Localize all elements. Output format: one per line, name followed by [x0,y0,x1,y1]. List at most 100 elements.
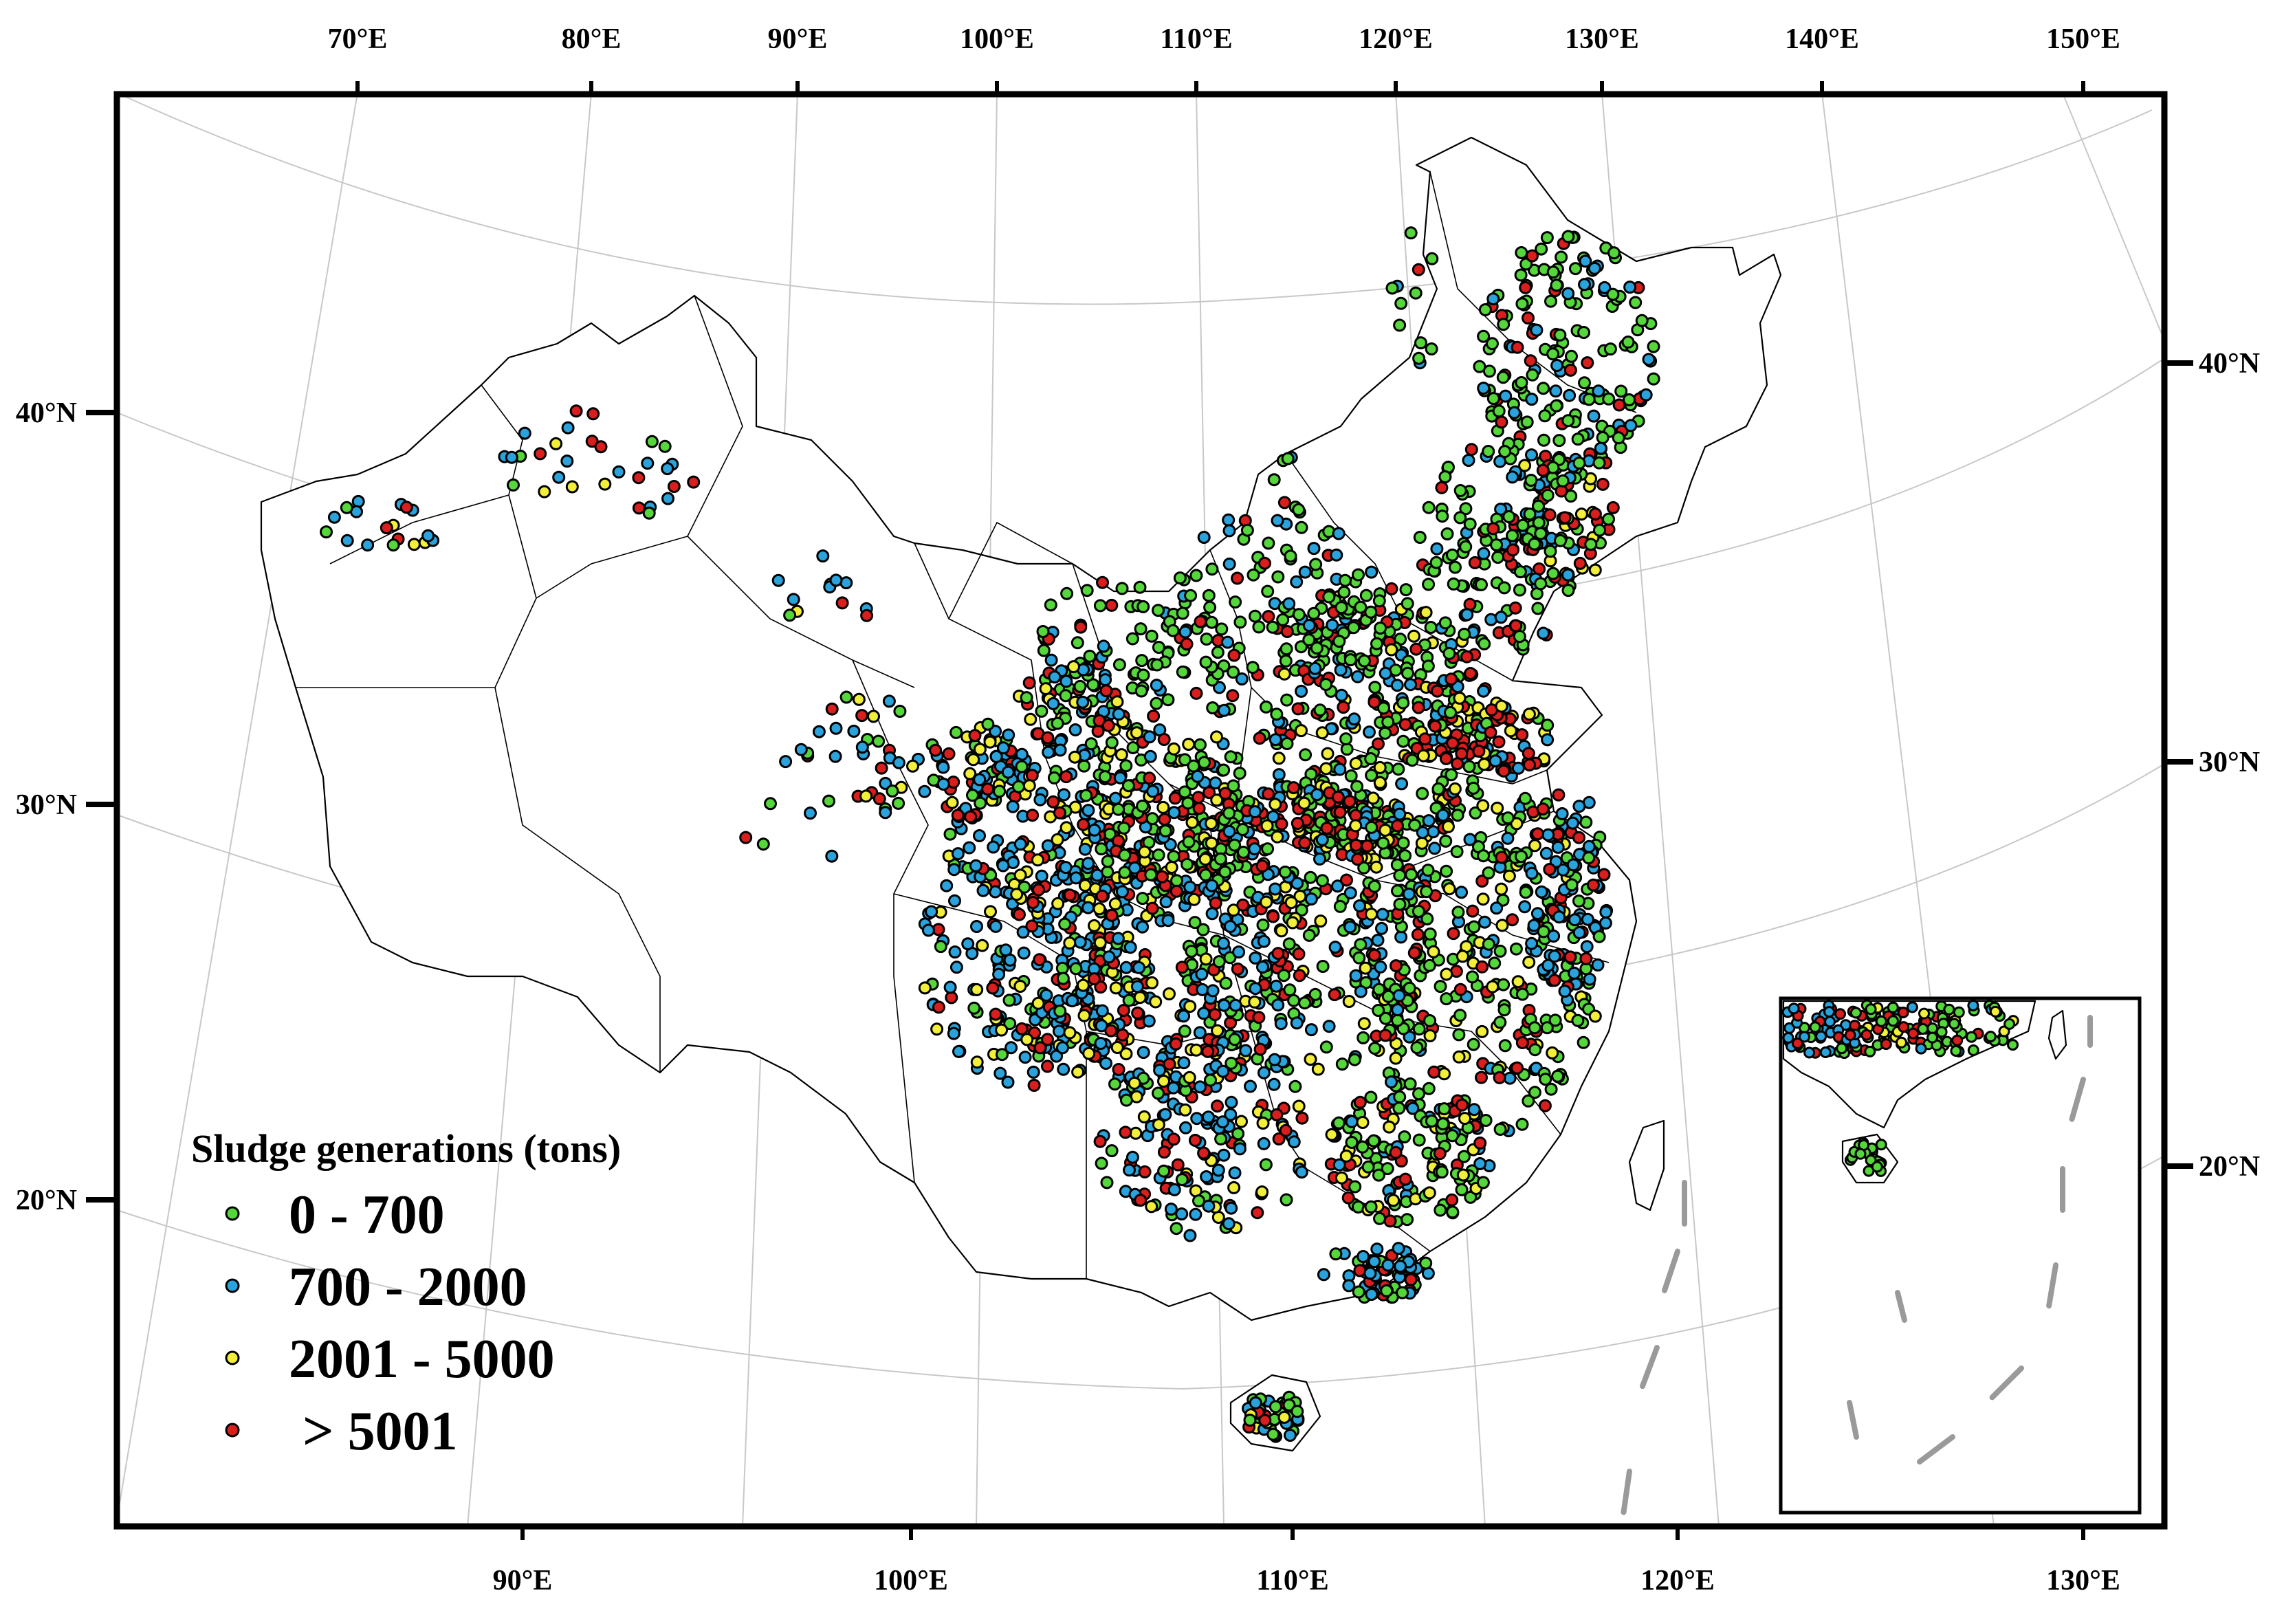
sludge-point [1182,835,1196,848]
sludge-point [1439,834,1453,848]
sludge-point [1136,799,1150,813]
sludge-point [1041,1060,1054,1073]
sludge-point [1498,1039,1512,1053]
sludge-point [1599,906,1613,919]
sludge-point [1403,981,1416,995]
sludge-point [1543,508,1557,522]
sludge-point [1464,667,1478,680]
sludge-point [1117,821,1131,835]
sludge-point [1528,537,1541,551]
sludge-point [327,510,341,524]
sludge-point [1143,730,1156,744]
sludge-point [1427,945,1440,958]
sludge-point [1253,1042,1267,1056]
sludge-point [886,784,899,798]
sludge-point [1059,689,1073,703]
sludge-point [1031,996,1045,1010]
sludge-point [1334,663,1348,677]
sludge-point [661,462,674,476]
sludge-point [1168,791,1182,805]
sludge-point [1255,859,1269,873]
sludge-point [1003,953,1017,967]
sludge-point [1246,661,1260,674]
inset-point [1951,1034,1964,1046]
sludge-point [1423,928,1437,941]
sludge-point [1248,805,1262,819]
sludge-point [1222,824,1236,838]
sludge-point [1194,615,1207,628]
sludge-point [1053,806,1066,820]
sludge-point [945,795,959,809]
sludge-point [1459,502,1473,516]
sludge-point [992,967,1006,981]
sludge-point [1059,821,1073,835]
sludge-point [632,501,646,515]
sludge-point [1157,733,1171,746]
sludge-point [804,806,817,820]
sludge-point [1557,863,1570,877]
sludge-point [1647,372,1660,386]
sludge-point [1544,1082,1558,1096]
sludge-point [1548,974,1561,987]
sludge-point [1314,914,1328,928]
sludge-point [963,841,976,855]
sludge-point [1350,780,1364,793]
sludge-point [1157,1075,1170,1088]
sludge-point [1337,585,1351,599]
sludge-point [969,859,982,873]
sludge-point [1357,861,1371,875]
sludge-point [1310,641,1324,655]
sludge-point [1405,754,1419,767]
sludge-point [1489,754,1502,768]
sludge-point [879,806,892,820]
sludge-point [1328,988,1341,1002]
top-tick-label: 140°E [1785,23,1859,55]
south-china-sea-inset [1779,996,2142,1515]
sludge-point [1244,1079,1257,1093]
sludge-point [1183,880,1197,894]
sludge-point [1612,431,1625,445]
inset-point [1871,1161,1883,1173]
sludge-point [1088,972,1101,986]
sludge-point [1593,523,1606,537]
right-tick-label: 20°N [2199,1151,2260,1183]
sludge-point [1033,953,1046,967]
sludge-point [1295,903,1308,917]
legend: Sludge generations (tons) 0 - 700 700 - 2… [191,1126,621,1462]
sludge-point [1108,897,1122,911]
sludge-point [1345,1136,1359,1149]
sludge-point [1381,1162,1394,1176]
sludge-point [1413,531,1427,544]
sludge-point [1353,1095,1367,1109]
sludge-point [1518,791,1532,805]
sludge-point [1433,1147,1447,1161]
sludge-point [1015,760,1029,773]
sludge-point [1522,956,1536,969]
sludge-point [1408,818,1422,832]
sludge-point [598,477,612,491]
sludge-point [1319,678,1332,691]
inset-point [1948,1018,1960,1030]
sludge-point [1502,869,1516,883]
inset-point [1943,1003,1955,1016]
sludge-point [1088,919,1101,932]
sludge-point [1109,981,1123,995]
sludge-point [1018,880,1031,894]
sludge-point [1231,962,1244,976]
sludge-point [1422,814,1436,828]
sludge-point [1379,824,1392,837]
sludge-point [1256,918,1270,932]
sludge-point [1228,1033,1242,1046]
sludge-point [1074,620,1088,634]
sludge-point [1356,1140,1370,1154]
sludge-point [1278,865,1292,879]
inset-point [1823,1006,1835,1018]
sludge-point [1202,1199,1216,1213]
sludge-point [1270,707,1284,721]
sludge-point [1333,762,1347,776]
sludge-point [505,450,518,464]
sludge-point [1189,569,1203,582]
sludge-point [1425,342,1438,355]
sludge-point [1152,848,1165,862]
sludge-point [1198,853,1212,866]
